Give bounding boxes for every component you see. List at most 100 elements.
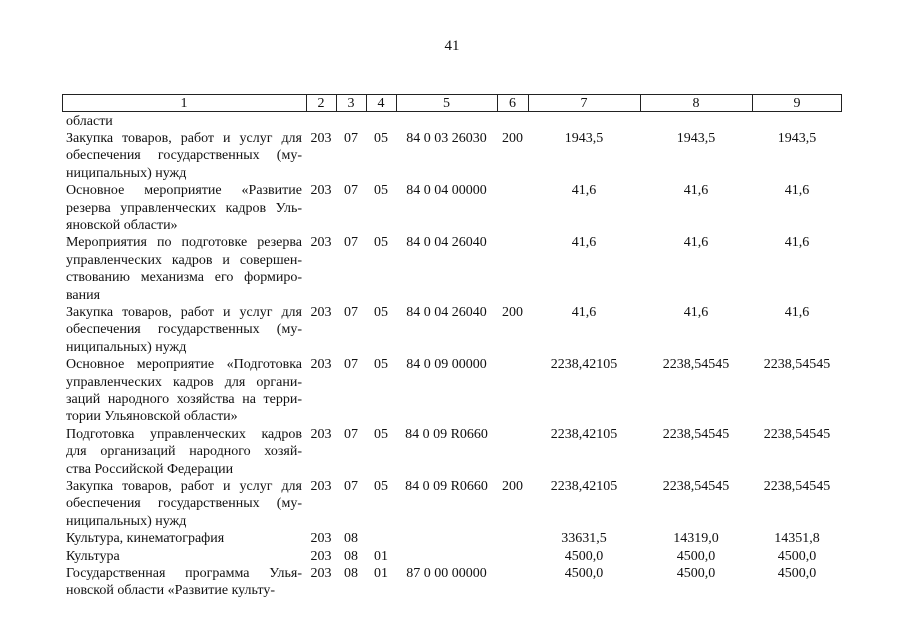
row-name-line: Закупка товаров, работ и услуг для <box>66 130 302 146</box>
cell: 05 <box>374 357 388 373</box>
row-name-line: Основное мероприятие «Развитие <box>66 183 302 199</box>
cell: 05 <box>374 304 388 320</box>
cell: 84 0 04 26040 <box>406 304 487 320</box>
row-name-line: ствованию механизма его формиро- <box>66 270 302 286</box>
cell: 07 <box>344 478 358 494</box>
cell: 2238,54545 <box>763 426 831 442</box>
cell: 41,6 <box>784 235 810 251</box>
cell: 41,6 <box>571 183 597 199</box>
cell: 4500,0 <box>777 565 817 581</box>
cell: 2238,42105 <box>550 426 618 442</box>
cell: 2238,54545 <box>662 478 730 494</box>
cell: 4500,0 <box>676 548 716 564</box>
cell: 4500,0 <box>777 548 817 564</box>
row-name-line: Культура <box>66 548 120 564</box>
cell: 84 0 09 R0660 <box>405 478 488 494</box>
cell: 08 <box>344 565 358 581</box>
cell: 2238,42105 <box>550 478 618 494</box>
row-name-line: ниципальных) нужд <box>66 165 187 181</box>
cell: 2238,54545 <box>763 357 831 373</box>
header-cell <box>752 94 842 112</box>
cell: 200 <box>502 478 523 494</box>
cell: 4500,0 <box>676 565 716 581</box>
cell: 05 <box>374 130 388 146</box>
row-name-line: управленческих кадров для органи- <box>66 374 302 390</box>
cell: 41,6 <box>571 304 597 320</box>
cell: 05 <box>374 426 388 442</box>
row-name-line: резерва управленческих кадров Уль- <box>66 200 302 216</box>
cell: 203 <box>310 183 332 199</box>
cell: 2238,54545 <box>662 426 730 442</box>
header-label: 3 <box>347 95 355 111</box>
cell: 1943,5 <box>564 130 604 146</box>
cell: 1943,5 <box>676 130 716 146</box>
header-label: 5 <box>443 95 450 111</box>
row-name-line: Подготовка управленческих кадров <box>66 426 302 442</box>
cell: 08 <box>344 548 358 564</box>
row-name-line: Основное мероприятие «Подготовка <box>66 357 302 373</box>
cell: 05 <box>374 183 388 199</box>
cell: 01 <box>374 548 388 564</box>
row-name-line: обеспечения государственных (му- <box>66 322 302 338</box>
cell: 84 0 04 00000 <box>406 183 487 199</box>
cell: 07 <box>344 304 358 320</box>
cell: 2238,42105 <box>550 357 618 373</box>
cell: 41,6 <box>784 183 810 199</box>
cell: 05 <box>374 235 388 251</box>
cell: 14351,8 <box>774 531 820 547</box>
cell: 200 <box>502 130 523 146</box>
page-number: 41 <box>444 38 460 54</box>
header-label: 4 <box>377 95 385 111</box>
row-name-line: ства Российской Федерации <box>66 461 234 477</box>
row-name-line: яновской области» <box>66 217 178 233</box>
row-name-line: Закупка товаров, работ и услуг для <box>66 478 302 494</box>
header-label: 8 <box>692 95 700 111</box>
cell: 1943,5 <box>777 130 817 146</box>
cell: 2238,54545 <box>662 357 730 373</box>
cell: 33631,5 <box>561 531 607 547</box>
row-name-line: обеспечения государственных (му- <box>66 496 302 512</box>
cell: 203 <box>310 426 332 442</box>
row-name-line: Закупка товаров, работ и услуг для <box>66 304 302 320</box>
cell: 203 <box>310 130 332 146</box>
row-name-line: для организаций народного хозяй- <box>66 444 302 460</box>
row-name-line: Государственная программа Улья- <box>66 565 302 581</box>
cell: 203 <box>310 235 332 251</box>
cell: 200 <box>502 304 523 320</box>
cell: 07 <box>344 183 358 199</box>
cell: 07 <box>344 235 358 251</box>
cell: 4500,0 <box>564 565 604 581</box>
row-name-line: вания <box>66 287 101 303</box>
cell: 84 0 09 R0660 <box>405 426 488 442</box>
cell: 07 <box>344 130 358 146</box>
row-name-line: новской области «Развитие культу- <box>66 583 275 599</box>
cell: 203 <box>310 304 332 320</box>
row-name-line: заций народного хозяйства на терри- <box>66 391 302 407</box>
cell: 14319,0 <box>673 531 719 547</box>
cell: 41,6 <box>683 183 709 199</box>
cell: 84 0 09 00000 <box>406 357 487 373</box>
header-label: 7 <box>580 95 588 111</box>
cell: 41,6 <box>571 235 597 251</box>
row-name-line: управленческих кадров и совершен- <box>66 252 302 268</box>
row-name-line: тории Ульяновской области» <box>66 409 238 425</box>
row-name-line: ниципальных) нужд <box>66 513 187 529</box>
header-label: 1 <box>180 95 188 111</box>
cell: 07 <box>344 426 358 442</box>
header-label: 2 <box>317 95 325 111</box>
row-name-line: ниципальных) нужд <box>66 339 187 355</box>
cell: 84 0 03 26030 <box>406 130 487 146</box>
cell: 203 <box>310 478 332 494</box>
row-name-line: Культура, кинематография <box>66 531 225 547</box>
cell: 87 0 00 00000 <box>406 565 487 581</box>
header-label: 9 <box>793 95 801 111</box>
row-name-line: Мероприятия по подготовке резерва <box>66 235 302 251</box>
cell: 203 <box>310 548 332 564</box>
cell: 203 <box>310 531 332 547</box>
cell: 41,6 <box>683 304 709 320</box>
row-name-line: обеспечения государственных (му- <box>66 148 302 164</box>
cell: 05 <box>374 478 388 494</box>
cell: 08 <box>344 531 358 547</box>
cell: 203 <box>310 357 332 373</box>
